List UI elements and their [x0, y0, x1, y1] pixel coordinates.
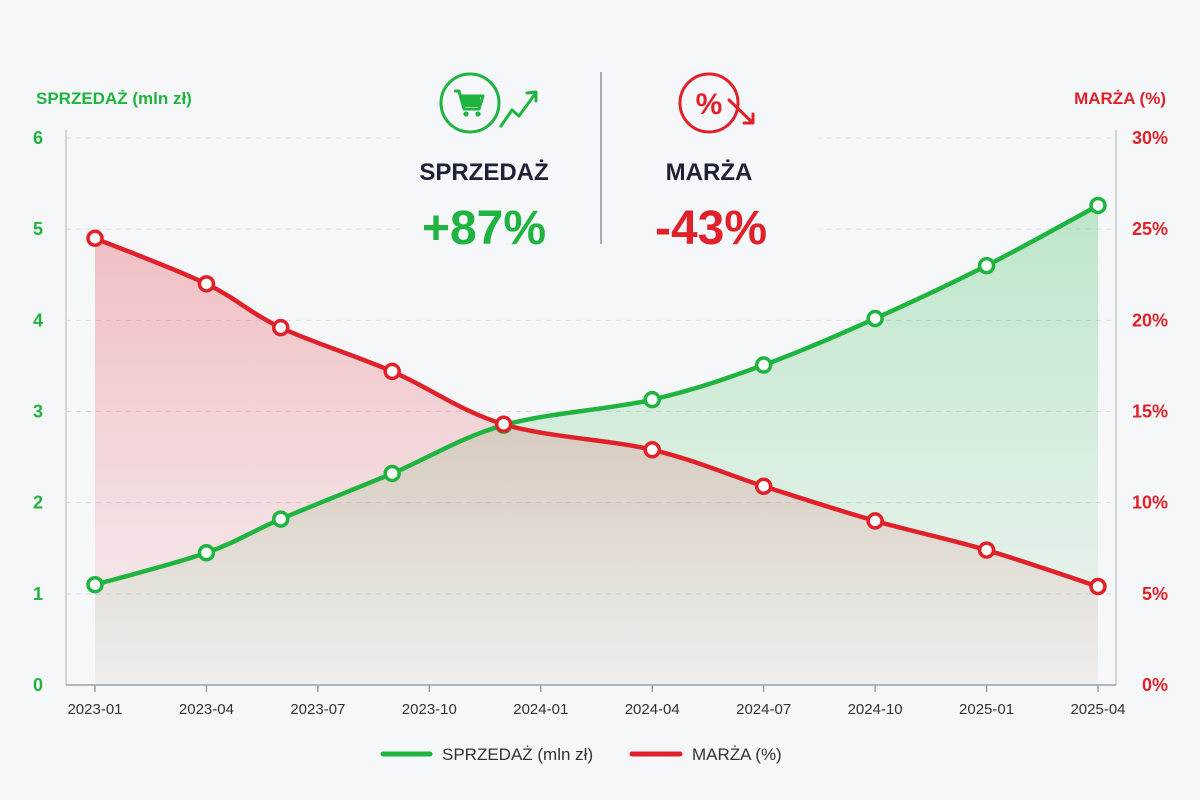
- x-tick-label: 2024-10: [848, 701, 903, 718]
- point-margin: [383, 362, 401, 381]
- right-tick-label: 10%: [1132, 493, 1168, 513]
- x-tick-label: 2023-04: [179, 701, 234, 718]
- x-tick-label: 2024-07: [736, 701, 791, 718]
- x-tick-label: 2025-04: [1070, 701, 1125, 718]
- point-sales: [197, 544, 216, 562]
- kpi-sales: SPRZEDAŻ +87%: [419, 72, 549, 255]
- left-tick-label: 2: [33, 493, 43, 513]
- right-tick-label: 20%: [1132, 310, 1168, 330]
- kpi-margin-value: -43%: [655, 202, 767, 255]
- x-tick-label: 2025-01: [959, 701, 1014, 718]
- legend-label-sales: SPRZEDAŻ (mln zł): [442, 745, 593, 764]
- percent-trend-down-icon: %: [678, 72, 755, 134]
- legend-item-sales: SPRZEDAŻ (mln zł): [380, 745, 593, 764]
- legend-item-margin: MARŻA (%): [629, 745, 782, 764]
- point-sales: [643, 390, 661, 409]
- right-tick-label: 5%: [1142, 584, 1168, 604]
- legend: SPRZEDAŻ (mln zł) MARŻA (%): [380, 745, 782, 764]
- left-tick-label: 0: [33, 675, 43, 695]
- x-axis-ticks: 2023-01 2023-04 2023-07 2023-10 2024-01 2024-…: [67, 685, 1126, 718]
- point-sales: [383, 464, 401, 483]
- x-tick-label: 2023-01: [67, 701, 122, 718]
- series-lines: [92, 203, 1101, 589]
- point-sales: [1089, 196, 1107, 215]
- area-margin: [95, 238, 1098, 686]
- left-axis-ticks: 0 1 2 3 4 5 6: [33, 128, 43, 695]
- right-tick-label: 15%: [1132, 402, 1168, 422]
- left-tick-label: 3: [33, 402, 43, 422]
- point-sales: [86, 575, 104, 594]
- right-tick-label: 25%: [1132, 219, 1168, 239]
- point-margin: [197, 275, 216, 293]
- point-margin: [1089, 577, 1107, 596]
- kpi-panel: SPRZEDAŻ +87% % MARŻA -43%: [400, 60, 820, 255]
- kpi-backdrop: [400, 60, 820, 255]
- right-tick-label: 0%: [1142, 675, 1168, 695]
- left-tick-label: 5: [33, 219, 43, 239]
- point-margin: [977, 541, 996, 559]
- point-margin: [86, 229, 104, 248]
- area-fills: [95, 205, 1098, 686]
- x-tick-label: 2023-07: [290, 701, 345, 718]
- point-sales: [866, 309, 884, 328]
- line-margin: [92, 236, 1101, 589]
- kpi-margin: % MARŻA -43%: [655, 72, 767, 255]
- point-margin: [754, 477, 773, 496]
- kpi-margin-label: MARŻA: [666, 159, 753, 186]
- right-tick-label: 30%: [1132, 128, 1168, 148]
- left-tick-label: 4: [33, 310, 43, 330]
- x-tick-label: 2024-01: [513, 701, 568, 718]
- right-axis-title: MARŻA (%): [1074, 89, 1166, 108]
- series-points: [86, 196, 1107, 596]
- left-tick-label: 1: [33, 584, 43, 604]
- shopping-cart-trend-up-icon: [439, 72, 538, 134]
- legend-label-margin: MARŻA (%): [692, 745, 782, 764]
- axes: [65, 130, 1117, 686]
- svg-text:%: %: [696, 88, 723, 121]
- line-sales: [92, 203, 1101, 587]
- point-margin: [866, 512, 884, 530]
- left-tick-label: 6: [33, 128, 43, 148]
- point-sales: [977, 256, 996, 275]
- point-margin: [271, 318, 290, 337]
- x-tick-label: 2024-04: [625, 701, 680, 718]
- point-margin: [494, 415, 513, 434]
- x-tick-label: 2023-10: [402, 701, 457, 718]
- right-axis-ticks: 0% 5% 10% 15% 20% 25% 30%: [1132, 128, 1168, 695]
- point-sales: [754, 356, 773, 374]
- point-margin: [643, 441, 661, 459]
- kpi-sales-value: +87%: [422, 202, 546, 255]
- point-sales: [271, 510, 290, 528]
- left-axis-title: SPRZEDAŻ (mln zł): [36, 89, 192, 108]
- kpi-sales-label: SPRZEDAŻ: [419, 159, 548, 186]
